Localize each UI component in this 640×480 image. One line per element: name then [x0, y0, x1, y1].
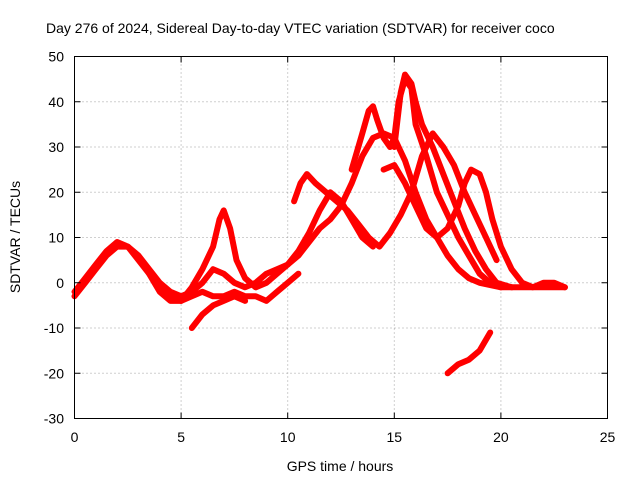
x-tick-label: 15 [387, 429, 403, 445]
y-axis-label: SDTVAR / TECUs [7, 181, 23, 293]
x-tick-labels: 0 5 10 15 20 25 [71, 429, 616, 445]
series-layer [71, 71, 568, 377]
series-trace-2 [71, 189, 376, 304]
y-tick-label: 40 [48, 94, 64, 110]
x-tick-label: 20 [493, 429, 509, 445]
y-tick-label: 20 [48, 184, 64, 200]
y-tick-labels: -30 -20 -10 0 10 20 30 40 50 [44, 49, 64, 427]
y-tick-label: 0 [56, 275, 64, 291]
x-tick-label: 10 [280, 429, 296, 445]
x-tick-label: 0 [71, 429, 79, 445]
y-tick-label: -10 [44, 320, 64, 336]
y-tick-label: -30 [44, 411, 64, 427]
series-trace-5 [391, 71, 515, 291]
y-tick-label: -20 [44, 365, 64, 381]
series-trace-6 [291, 130, 500, 264]
x-tick-label: 25 [600, 429, 616, 445]
chart-title: Day 276 of 2024, Sidereal Day-to-day VTE… [46, 20, 555, 36]
y-tick-label: 10 [48, 230, 64, 246]
series-trace-3 [146, 270, 302, 304]
series-trace-9 [444, 329, 494, 377]
x-axis-label: GPS time / hours [287, 458, 394, 474]
ticks [74, 56, 608, 419]
y-tick-label: 50 [48, 49, 64, 65]
series-trace-7 [380, 162, 568, 291]
y-tick-label: 30 [48, 139, 64, 155]
series-trace-8 [188, 293, 249, 331]
x-tick-label: 5 [177, 429, 185, 445]
